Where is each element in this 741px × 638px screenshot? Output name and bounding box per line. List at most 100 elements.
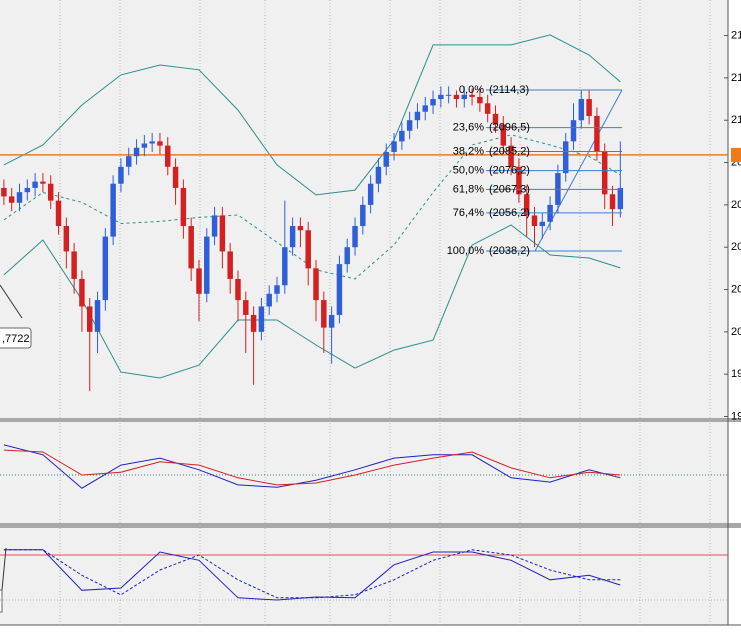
candle-body: [55, 200, 62, 227]
stoch-line: [3, 549, 621, 601]
candle-body: [1, 187, 7, 197]
candle-body: [102, 236, 109, 301]
candle-body: [383, 151, 389, 167]
candle-body: [539, 221, 546, 227]
candle-body: [469, 94, 475, 97]
candle-body: [562, 141, 569, 174]
candle-body: [8, 196, 15, 203]
candle-body: [570, 120, 577, 142]
fib-price: (2038,2): [489, 245, 530, 257]
y-tick-label: 21: [731, 114, 741, 126]
candle-body: [165, 145, 171, 167]
fib-pct: 0,0%: [459, 84, 484, 96]
y-tick-label: 20: [731, 156, 741, 168]
y-tick-label: 21: [731, 72, 741, 84]
candle-body: [219, 215, 226, 252]
candle-body: [352, 226, 358, 248]
fib-price: (2056,2): [489, 207, 530, 219]
candle-body: [211, 215, 218, 237]
candle-body: [172, 166, 179, 188]
candle-body: [313, 268, 319, 301]
candle-body: [40, 181, 46, 184]
candle-body: [297, 226, 304, 231]
macd-line: [3, 449, 621, 486]
cursor-box: [0, 327, 32, 349]
band-upper: [3, 34, 621, 196]
candle-body: [477, 96, 483, 104]
candle-body: [508, 145, 514, 167]
fib-pct: 61,8%: [453, 183, 484, 195]
candle-body: [133, 147, 140, 157]
candle-body: [399, 130, 405, 142]
candle-body: [391, 141, 397, 152]
y-tick-label: 20: [731, 199, 741, 211]
candle-body: [24, 187, 31, 193]
candle-body: [328, 314, 335, 328]
candle-body: [594, 115, 600, 152]
candle-body: [500, 124, 507, 146]
candle-body: [367, 183, 374, 205]
candle-body: [523, 194, 530, 216]
y-tick-label: 19: [731, 368, 741, 380]
fib-pct: 23,6%: [453, 122, 484, 134]
candle-body: [445, 94, 452, 96]
candle-body: [282, 247, 288, 286]
candle-body: [414, 111, 421, 121]
fib-price: (2096,5): [489, 122, 530, 134]
candle-body: [617, 187, 624, 210]
candle-body: [601, 151, 608, 195]
candle-body: [110, 183, 116, 237]
candle-body: [32, 181, 38, 188]
fib-price: (2067,3): [489, 183, 530, 195]
candle-body: [305, 230, 311, 269]
candle-body: [578, 99, 585, 121]
price-tag: [731, 147, 741, 162]
fib-pct: 76,4%: [453, 207, 484, 219]
y-tick-label: 20: [731, 241, 741, 253]
candle-body: [157, 141, 163, 146]
candle-body: [87, 306, 93, 332]
cursor-label: ,7722: [2, 333, 30, 345]
y-tick-label: 19: [731, 410, 741, 422]
stoch-line: [3, 549, 621, 599]
candle-body: [126, 156, 132, 167]
band-lower: [3, 224, 621, 379]
candle-body: [484, 103, 491, 114]
candle-body: [204, 236, 210, 294]
candle-body: [94, 300, 101, 332]
candle-body: [180, 187, 187, 227]
candle-body: [586, 99, 592, 116]
candle-body: [71, 251, 77, 279]
candle-body: [344, 247, 350, 265]
candle-body: [289, 226, 296, 248]
candle-body: [438, 94, 444, 100]
candle-body: [149, 141, 155, 144]
fib-price: (2085,2): [489, 145, 530, 157]
candle-body: [430, 99, 436, 106]
candle-body: [375, 166, 382, 184]
candle-body: [406, 120, 413, 131]
candle-body: [243, 300, 249, 315]
y-tick-label: 20: [731, 283, 741, 295]
candle-body: [196, 268, 202, 294]
fib-pct: 100,0%: [447, 245, 485, 257]
candle-body: [422, 105, 428, 112]
candle-body: [336, 264, 343, 315]
candle-body: [360, 204, 366, 227]
candle-body: [516, 166, 522, 195]
candle-body: [63, 226, 70, 252]
time-axis: [0, 625, 741, 638]
candle-body: [274, 285, 280, 294]
y-tick-label: 21: [731, 29, 741, 41]
candle-body: [250, 314, 257, 332]
candle-body: [188, 226, 194, 269]
candle-body: [453, 94, 460, 100]
candle-body: [235, 278, 241, 301]
candle-body: [266, 293, 272, 307]
stochastic-panel: [0, 528, 728, 625]
vertical-grid: [59, 0, 711, 625]
candle-body: [258, 306, 265, 332]
fib-pct: 38,2%: [453, 145, 484, 157]
